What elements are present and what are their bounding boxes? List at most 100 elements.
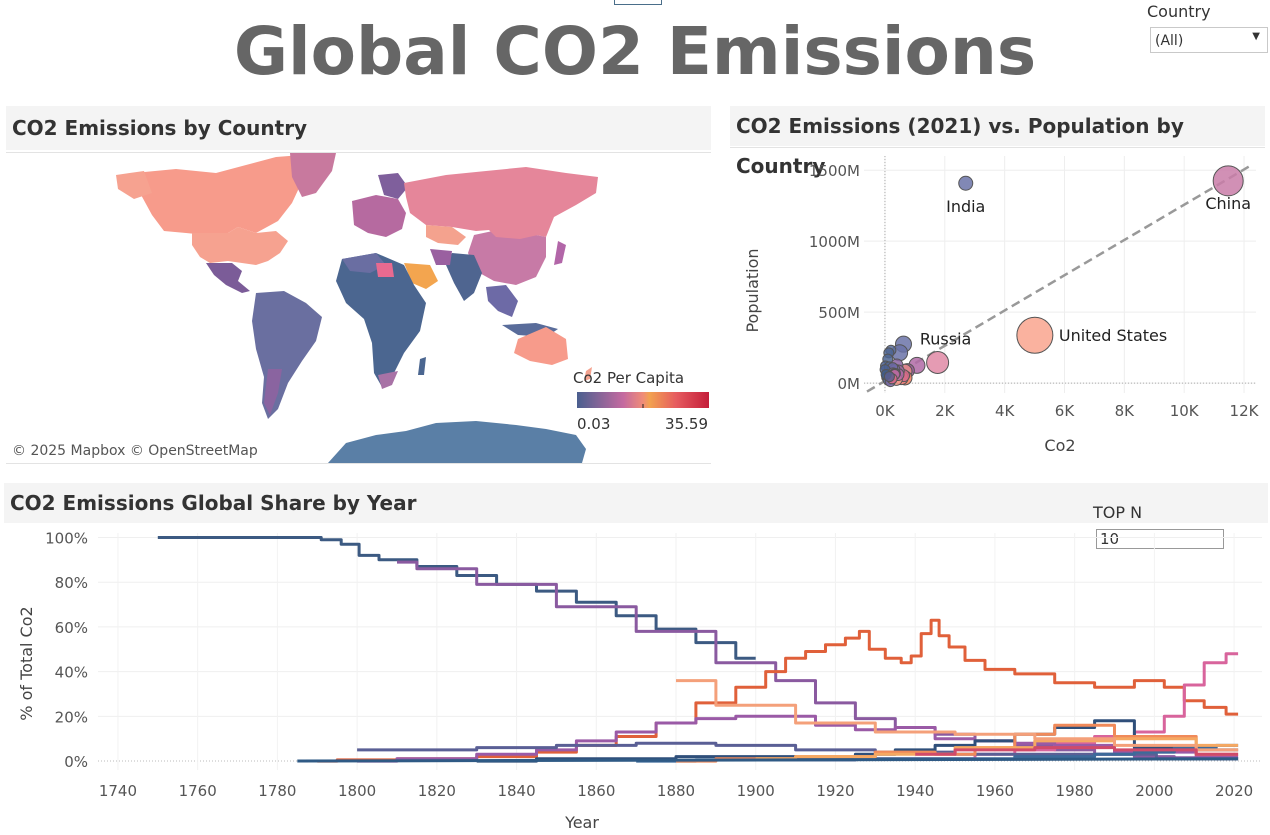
trend-line [866, 164, 1251, 393]
line-chart[interactable]: 0% 20% 40% 60% 80% 100% 1740 1760 1780 1800 1820 18… [0, 525, 1270, 835]
series-line-other[interactable] [755, 737, 1239, 761]
page-title: Global CO2 Emissions [233, 13, 1037, 90]
x-tick-label: 1780 [258, 782, 296, 800]
x-tick-label: 2K [935, 402, 956, 420]
legend-color-bar [577, 392, 709, 408]
map-region-north-africa[interactable] [342, 253, 386, 273]
y-tick-label: 0M [838, 375, 861, 393]
map-region-scandinavia[interactable] [378, 173, 408, 199]
legend-title: Co2 Per Capita [573, 369, 684, 387]
x-axis-label: Co2 [1044, 436, 1075, 455]
scatter-point-india[interactable] [958, 175, 974, 191]
x-tick-label: 1820 [418, 782, 456, 800]
point-label-india: India [946, 197, 985, 216]
y-tick-label: 1000M [809, 233, 860, 251]
y-tick-label: 500M [818, 304, 860, 322]
country-filter-dropdown[interactable]: (All) ▼ [1150, 27, 1268, 53]
x-tick-label: 1760 [179, 782, 217, 800]
x-tick-label: 2020 [1215, 782, 1253, 800]
point-label-russia: Russia [920, 329, 971, 348]
map-region-alaska[interactable] [116, 171, 152, 199]
map-region-libya[interactable] [376, 263, 394, 277]
world-map[interactable]: Co2 Per Capita 0.03 35.59 © 2025 Mapbox … [6, 153, 711, 463]
scatter-panel-title: CO2 Emissions (2021) vs. Population by C… [730, 106, 1265, 178]
topn-input[interactable] [1096, 529, 1224, 549]
x-tick-label: 8K [1115, 402, 1136, 420]
x-axis-label: Year [564, 813, 599, 832]
series-line-rest-b[interactable] [676, 679, 1239, 752]
x-tick-label: 1800 [338, 782, 376, 800]
map-region-argentina[interactable] [264, 369, 282, 415]
legend-min-label: 0.03 [577, 415, 610, 433]
x-tick-label: 1860 [577, 782, 615, 800]
x-tick-label: 1980 [1056, 782, 1094, 800]
map-panel-divider [6, 152, 711, 153]
x-tick-label: 1960 [976, 782, 1014, 800]
map-region-new-zealand[interactable] [584, 367, 592, 381]
series-line-united-kingdom[interactable] [157, 536, 756, 660]
map-attribution: © 2025 Mapbox © OpenStreetMap [12, 443, 258, 459]
map-region-usa[interactable] [192, 227, 288, 265]
x-tick-label: 4K [995, 402, 1016, 420]
x-tick-label: 12K [1230, 402, 1260, 420]
x-tick-label: 0K [875, 402, 896, 420]
top-handle [614, 0, 662, 5]
y-tick-label: 20% [55, 708, 88, 726]
map-region-mexico[interactable] [206, 263, 250, 293]
map-region-antarctica[interactable] [328, 421, 586, 463]
country-filter-value: (All) [1155, 33, 1184, 49]
map-region-south-africa[interactable] [378, 371, 398, 389]
x-tick-label: 1880 [657, 782, 695, 800]
map-region-mongolia[interactable] [486, 225, 538, 239]
series-line-france[interactable] [357, 741, 1239, 761]
chevron-down-icon[interactable]: ▼ [1252, 31, 1260, 42]
series-line-united-kingdom-late-[interactable] [397, 560, 1239, 761]
x-tick-label: 1920 [816, 782, 854, 800]
y-tick-label: 80% [55, 574, 88, 592]
country-filter-label: Country [1147, 2, 1211, 21]
series-line-russia[interactable] [476, 719, 1239, 763]
map-region-southeast-asia[interactable] [486, 285, 518, 317]
map-region-europe[interactable] [352, 195, 406, 237]
y-tick-label: 40% [55, 664, 88, 682]
y-tick-label: 60% [55, 619, 88, 637]
map-panel-bottom-divider [6, 463, 711, 464]
map-region-madagascar[interactable] [418, 357, 426, 375]
series-line-germany[interactable] [357, 714, 1239, 763]
scatter-point-others-f[interactable] [883, 371, 895, 383]
scatter-chart[interactable]: 0M 500M 1000M 1500M 0K 2K 4K 6K 8K 10K 12K Co2 Popul… [730, 148, 1270, 470]
y-tick-label: 1500M [809, 162, 860, 180]
map-region-japan[interactable] [554, 241, 566, 265]
map-region-greenland[interactable] [290, 153, 336, 197]
x-tick-label: 1900 [737, 782, 775, 800]
point-label-united-states: United States [1059, 326, 1167, 345]
x-tick-label: 1740 [99, 782, 137, 800]
x-tick-label: 10K [1170, 402, 1200, 420]
x-tick-label: 1840 [497, 782, 535, 800]
scatter-point-united-states[interactable] [1016, 316, 1054, 354]
map-region-china[interactable] [468, 229, 546, 285]
series-line-rest-c[interactable] [915, 746, 1239, 756]
line-panel-title: CO2 Emissions Global Share by Year [4, 483, 1268, 523]
map-region-australia[interactable] [514, 327, 568, 365]
map-region-africa[interactable] [336, 253, 426, 387]
map-region-india[interactable] [446, 253, 482, 301]
x-tick-label: 1940 [896, 782, 934, 800]
legend-max-label: 35.59 [665, 415, 708, 433]
y-axis-label: Population [743, 248, 762, 332]
y-axis-label: % of Total Co2 [17, 606, 36, 720]
series-line-baseline[interactable] [297, 757, 1239, 763]
point-label-china: China [1205, 194, 1251, 213]
scatter-point-russia[interactable] [926, 350, 950, 374]
y-tick-label: 100% [45, 529, 88, 547]
map-region-russia[interactable] [404, 167, 598, 237]
scatter-point-china[interactable] [1212, 165, 1244, 197]
map-region-iran[interactable] [430, 249, 452, 265]
x-tick-label: 2000 [1135, 782, 1173, 800]
y-tick-label: 0% [64, 753, 88, 771]
map-region-middle-asia[interactable] [426, 225, 466, 245]
x-tick-label: 6K [1055, 402, 1076, 420]
scatter-panel-divider [730, 147, 1265, 148]
map-panel-title: CO2 Emissions by Country [6, 106, 711, 150]
map-region-canada[interactable] [134, 155, 306, 235]
